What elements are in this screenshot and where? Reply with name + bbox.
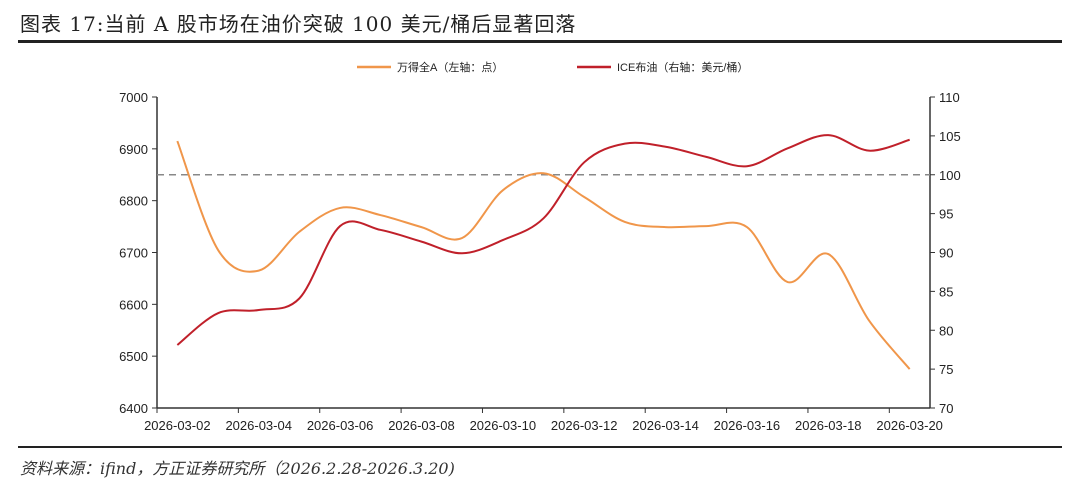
right-tick-label: 95 [939, 207, 953, 222]
left-tick-label: 6900 [119, 142, 148, 157]
x-tick-label: 2026-03-16 [714, 418, 781, 433]
x-tick-label: 2026-03-18 [795, 418, 862, 433]
legend-label: 万得全A（左轴：点） [397, 60, 503, 74]
figure-title: 图表 17:当前 A 股市场在油价突破 100 美元/桶后显著回落 [20, 12, 577, 36]
left-tick-label: 6800 [119, 194, 148, 209]
right-tick-label: 85 [939, 284, 953, 299]
x-tick-label: 2026-03-10 [470, 418, 537, 433]
right-tick-label: 90 [939, 246, 953, 261]
legend-label: ICE布油（右轴：美元/桶） [617, 60, 748, 74]
right-tick-label: 110 [939, 90, 960, 105]
right-tick-label: 80 [939, 323, 953, 338]
bottom-rule [18, 446, 1062, 448]
x-tick-label: 2026-03-20 [876, 418, 943, 433]
x-tick-label: 2026-03-12 [551, 418, 618, 433]
x-tick-label: 2026-03-08 [388, 418, 455, 433]
right-tick-label: 100 [939, 168, 961, 183]
right-tick-label: 105 [939, 129, 961, 144]
source-note: 资料来源：ifind，方正证券研究所（2026.2.28-2026.3.20) [20, 459, 455, 478]
x-tick-label: 2026-03-06 [307, 418, 374, 433]
x-tick-label: 2026-03-04 [225, 418, 292, 433]
left-tick-label: 6500 [119, 349, 148, 364]
left-tick-label: 7000 [119, 90, 148, 105]
left-tick-label: 6400 [119, 401, 148, 416]
x-tick-label: 2026-03-14 [632, 418, 699, 433]
right-tick-label: 75 [939, 362, 953, 377]
series-line-wind-a [176, 140, 911, 370]
x-tick-label: 2026-03-02 [144, 418, 211, 433]
left-tick-label: 6600 [119, 297, 148, 312]
right-tick-label: 70 [939, 401, 953, 416]
left-tick-label: 6700 [119, 246, 148, 261]
top-rule [18, 40, 1062, 43]
series-line-ice-brent [176, 134, 910, 346]
